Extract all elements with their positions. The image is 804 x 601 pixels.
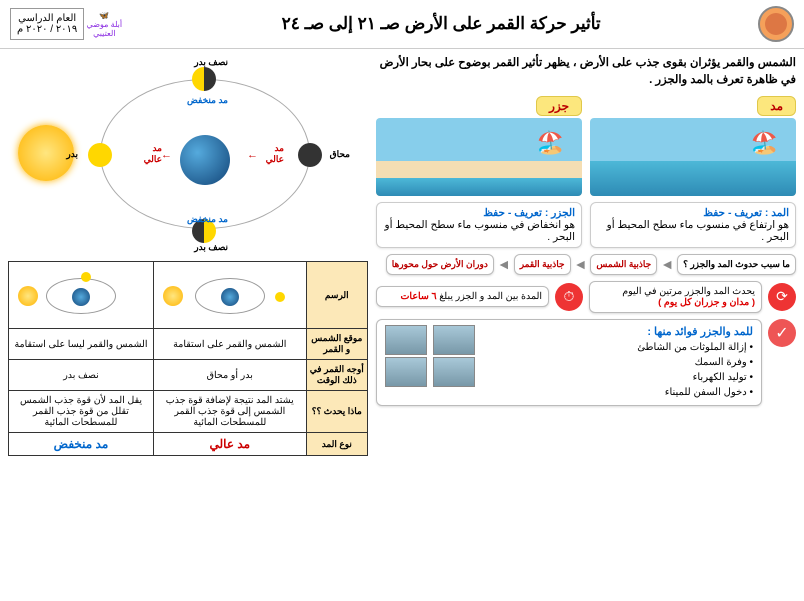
- high-def: المد : تعريف - حفظ هو ارتفاع في منسوب ما…: [590, 202, 796, 248]
- moon-phase-diagram: نصف بدر نصف بدر بدر محاق مد منخفض مد منخ…: [18, 55, 358, 255]
- earth-icon: [180, 135, 230, 185]
- header: تأثير حركة القمر على الأرض صـ ٢١ إلى صـ …: [0, 0, 804, 49]
- moon-new: [298, 143, 322, 167]
- moon-full: [88, 143, 112, 167]
- benefit-images: [433, 325, 475, 400]
- low-tide-box: جزر: [376, 96, 582, 196]
- high-tide-label: مد: [757, 96, 796, 116]
- logo: 🦋أبلة موضي العتيبي: [84, 11, 124, 38]
- avatar-icon: [758, 6, 794, 42]
- left-column: نصف بدر نصف بدر بدر محاق مد منخفض مد منخ…: [8, 55, 368, 456]
- high-tide-image: [590, 118, 796, 196]
- page-title: تأثير حركة القمر على الأرض صـ ٢١ إلى صـ …: [124, 14, 758, 34]
- benefits-list: إزالة الملوثات من الشاطئ وفرة السمك تولي…: [481, 340, 753, 400]
- high-tide-box: مد: [590, 96, 796, 196]
- benefits-title: للمد والجزر فوائد منها :: [481, 325, 753, 338]
- fact2: المدة بين المد و الجزر يبلغ ٦ ساعات: [376, 286, 549, 307]
- flow-a1: جاذبية الشمس: [590, 254, 657, 275]
- cell-diag-b: [9, 262, 154, 329]
- comparison-table: الرسم: [8, 261, 368, 456]
- flow-a3: دوران الأرض حول محورها: [386, 254, 494, 275]
- flow-a2: جاذبية القمر: [514, 254, 571, 275]
- intro-text: الشمس والقمر يؤثران بقوى جذب على الأرض ،…: [376, 55, 796, 90]
- low-def: الجزر : تعريف - حفظ هو انخفاض في منسوب م…: [376, 202, 582, 248]
- cycle-icon: ⟳: [768, 283, 796, 311]
- benefit-images2: [385, 325, 427, 400]
- right-column: الشمس والقمر يؤثران بقوى جذب على الأرض ،…: [376, 55, 796, 456]
- timer-icon: ⏱: [555, 283, 583, 311]
- flow-q: ما سبب حدوث المد والجزر ؟: [677, 254, 796, 275]
- benefits-box: للمد والجزر فوائد منها : إزالة الملوثات …: [376, 319, 762, 406]
- year-box: العام الدراسي ٢٠١٩ / ٢٠٢٠ م: [10, 8, 84, 40]
- cell-diag-a: [153, 262, 306, 329]
- cause-flow: ما سبب حدوث المد والجزر ؟ ◄ جاذبية الشمس…: [376, 254, 796, 275]
- fact1: يحدث المد والجزر مرتين في اليوم( مدان و …: [589, 281, 762, 313]
- check-icon: ✓: [768, 319, 796, 347]
- th-drawing: الرسم: [306, 262, 367, 329]
- low-tide-image: [376, 118, 582, 196]
- low-tide-label: جزر: [536, 96, 582, 116]
- moon-top: [192, 67, 216, 91]
